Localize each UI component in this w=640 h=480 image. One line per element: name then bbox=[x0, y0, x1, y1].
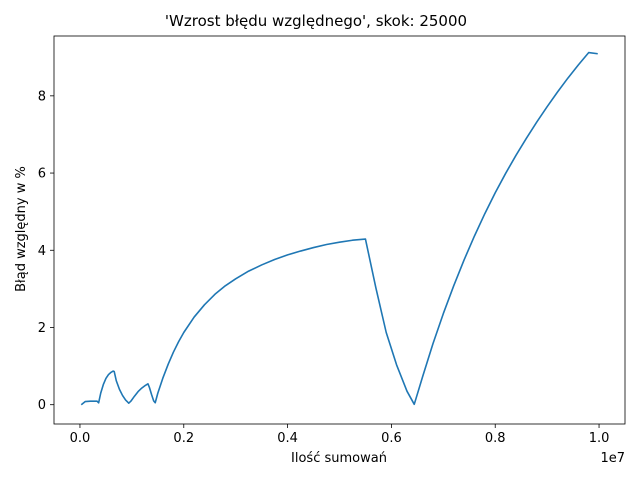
y-tick-label: 0 bbox=[38, 398, 46, 413]
x-tick-label: 0.0 bbox=[70, 431, 91, 446]
y-axis-ticks: 0 2 4 6 8 bbox=[38, 89, 54, 413]
x-axis-ticks: 0.0 0.2 0.4 0.6 0.8 1.0 bbox=[70, 424, 610, 446]
y-tick-label: 6 bbox=[38, 167, 46, 182]
x-tick-label: 0.8 bbox=[485, 431, 506, 446]
x-tick-label: 0.6 bbox=[381, 431, 402, 446]
chart-title: 'Wzrost błędu względnego', skok: 25000 bbox=[165, 12, 467, 30]
y-axis-label: Błąd względny w % bbox=[14, 166, 29, 292]
x-tick-label: 1.0 bbox=[589, 431, 610, 446]
x-axis-offset-label: 1e7 bbox=[600, 451, 625, 466]
series-line-0 bbox=[80, 51, 598, 406]
y-tick-label: 8 bbox=[38, 89, 46, 104]
x-axis-label: Ilość sumowań bbox=[291, 451, 387, 466]
x-tick-label: 0.4 bbox=[277, 431, 298, 446]
y-tick-label: 2 bbox=[38, 321, 46, 336]
plot-frame bbox=[53, 35, 626, 425]
series-layer bbox=[80, 51, 598, 406]
plot-area bbox=[53, 35, 626, 425]
x-tick-label: 0.2 bbox=[173, 431, 194, 446]
y-tick-label: 4 bbox=[38, 244, 46, 259]
